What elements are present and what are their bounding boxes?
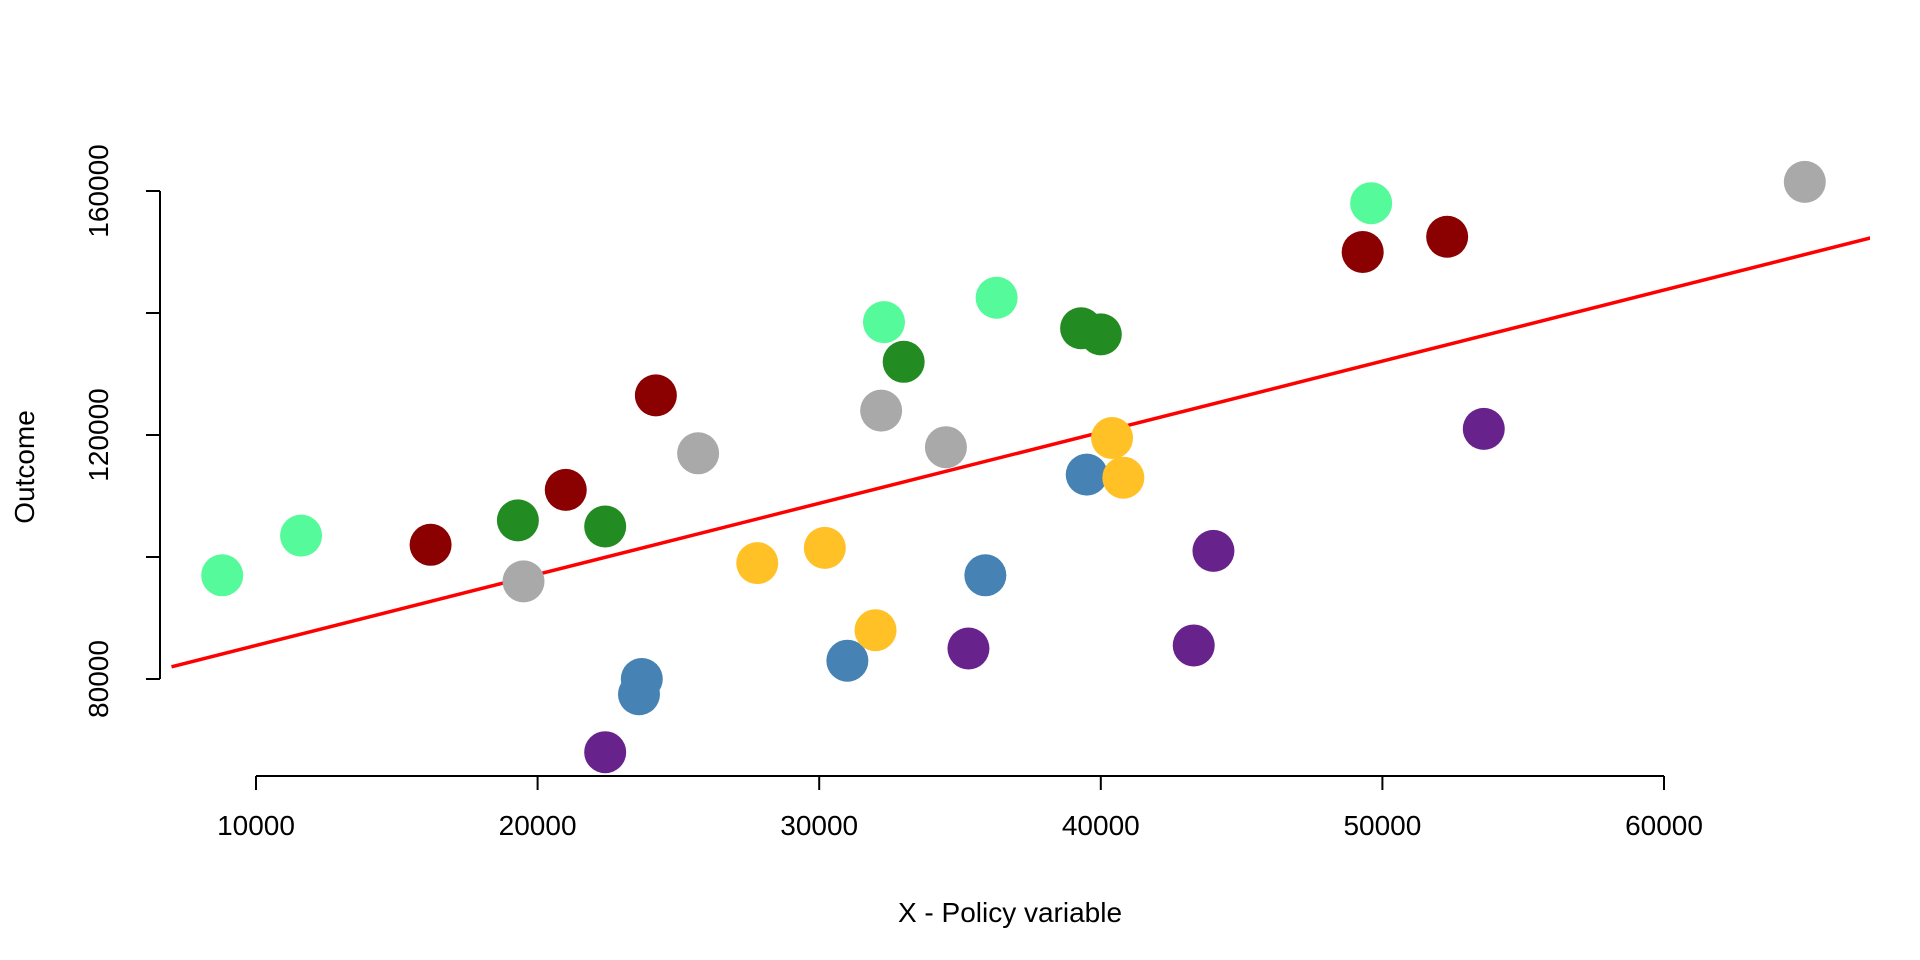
data-point — [677, 432, 720, 475]
data-point — [634, 374, 677, 417]
x-tick-label: 50000 — [1343, 810, 1421, 841]
data-point — [1192, 529, 1235, 572]
data-point — [860, 389, 903, 432]
y-tick-label: 120000 — [83, 388, 114, 481]
data-point — [1079, 313, 1122, 356]
data-point — [280, 514, 323, 557]
data-point — [584, 505, 627, 548]
data-point — [584, 731, 627, 774]
data-point — [1102, 456, 1145, 499]
data-point — [862, 301, 905, 344]
axes: 10000 20000 30000 40000 50000 60000 80000 12000… — [83, 144, 1703, 841]
x-tick-label: 10000 — [217, 810, 295, 841]
data-point — [854, 609, 897, 652]
data-point — [1350, 182, 1393, 225]
data-points — [201, 160, 1826, 774]
data-point — [947, 627, 990, 670]
data-point — [826, 639, 869, 682]
data-point — [803, 526, 846, 569]
data-point — [201, 554, 244, 597]
data-point — [736, 542, 779, 585]
y-tick-label: 160000 — [83, 144, 114, 237]
data-point — [1091, 417, 1134, 460]
axis-labels: X - Policy variable Outcome — [9, 410, 1122, 928]
x-tick-label: 60000 — [1625, 810, 1703, 841]
data-point — [617, 673, 660, 716]
trend-line — [171, 236, 1870, 669]
data-point — [924, 426, 967, 469]
data-point — [882, 340, 925, 383]
data-point — [1783, 160, 1826, 203]
data-point — [1341, 231, 1384, 273]
data-point — [409, 523, 452, 566]
data-point — [496, 499, 539, 542]
data-point — [1426, 215, 1469, 258]
data-point — [1065, 453, 1108, 496]
x-tick-label: 40000 — [1062, 810, 1140, 841]
data-point — [1172, 624, 1215, 667]
data-point — [964, 554, 1007, 597]
trend-line-layer — [171, 236, 1870, 669]
x-tick-label: 30000 — [780, 810, 858, 841]
x-axis-label: X - Policy variable — [898, 897, 1122, 928]
x-tick-label: 20000 — [499, 810, 577, 841]
data-point — [502, 560, 545, 603]
data-point — [1462, 407, 1505, 450]
y-tick-label: 80000 — [83, 640, 114, 718]
data-point — [975, 276, 1018, 319]
y-axis-label: Outcome — [9, 410, 40, 524]
data-point — [544, 468, 587, 511]
